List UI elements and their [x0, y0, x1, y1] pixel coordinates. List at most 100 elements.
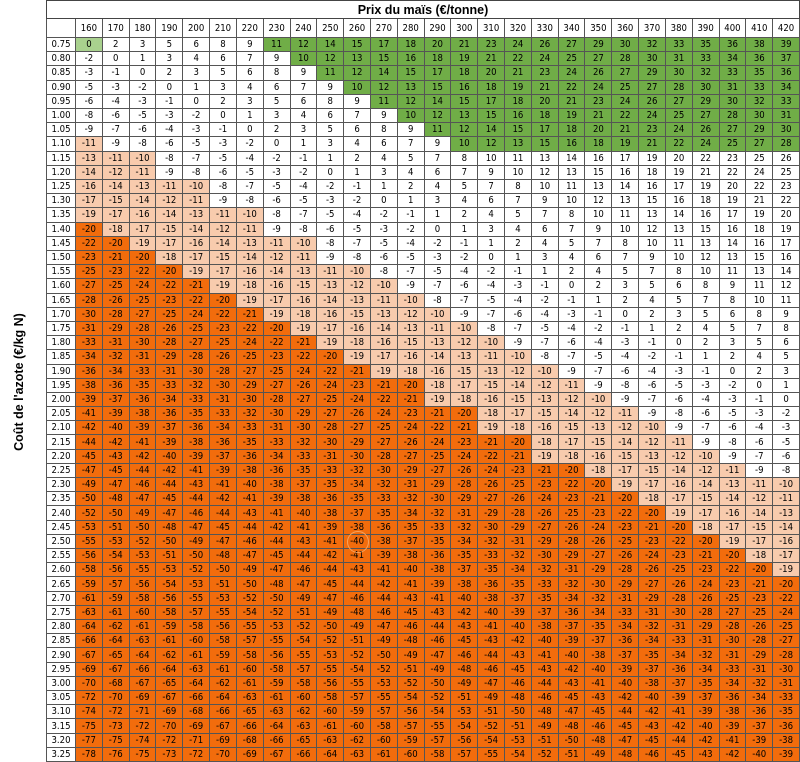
heat-cell: -20 [156, 265, 184, 280]
heat-cell: -19 [531, 449, 559, 464]
heat-cell: -44 [478, 648, 506, 663]
heat-cell: -28 [505, 506, 532, 521]
heat-cell: -25 [665, 563, 693, 578]
heat-cell: -44 [129, 463, 157, 479]
heat-cell: -51 [156, 549, 184, 564]
column-header: 240 [290, 19, 318, 38]
heat-cell: -53 [183, 577, 211, 592]
heat-cell: 1 [424, 208, 452, 223]
heat-cell: -14 [317, 293, 345, 308]
heat-cell: -9 [612, 392, 640, 408]
heat-cell: -42 [692, 733, 720, 748]
heat-cell: 16 [746, 236, 774, 251]
heat-cell: 19 [558, 108, 586, 124]
heat-cell: -25 [236, 350, 264, 365]
heat-cell: 18 [505, 94, 532, 109]
heat-cell: -8 [156, 151, 184, 166]
heat-cell: -56 [451, 733, 479, 748]
heat-cell: -7 [639, 392, 666, 408]
heat-cell: 11 [719, 265, 747, 280]
heat-cell: -36 [102, 378, 130, 393]
heat-cell: -58 [183, 620, 211, 635]
heat-cell: 27 [612, 66, 640, 81]
heat-cell: -47 [236, 549, 264, 564]
heat-cell: -38 [531, 620, 559, 635]
heat-cell: -10 [451, 321, 479, 337]
heat-cell: 19 [451, 52, 479, 67]
heat-cell: -22 [76, 236, 103, 251]
heat-cell: -1 [344, 179, 371, 195]
heat-cell: -38 [639, 676, 666, 691]
heat-cell: -36 [558, 605, 586, 621]
heat-cell: 13 [612, 194, 640, 209]
row-header: 2.10 [46, 421, 76, 436]
heat-cell: -2 [183, 108, 211, 124]
heat-cell: 6 [290, 94, 318, 109]
heat-cell: -24 [183, 307, 211, 322]
heat-cell: -60 [317, 705, 345, 720]
row-header: 2.55 [46, 549, 76, 564]
heat-cell: -26 [585, 534, 613, 550]
heat-cell: -20 [129, 250, 157, 266]
heat-cell: -6 [210, 165, 237, 180]
heat-cell: -41 [424, 591, 452, 606]
heat-cell: -41 [344, 549, 371, 564]
heat-cell: -16 [344, 321, 371, 337]
heat-cell: 18 [639, 165, 666, 180]
heat-cell: -60 [370, 733, 398, 748]
heat-cell: 9 [317, 80, 345, 95]
heat-cell: -33 [129, 364, 157, 379]
heat-cell: -23 [558, 492, 586, 507]
heat-cell: -8 [317, 236, 345, 251]
heat-cell: 28 [773, 137, 800, 152]
heat-cell: -46 [290, 563, 318, 578]
row-header: 1.35 [46, 208, 76, 223]
heat-cell: -9 [505, 336, 532, 351]
heat-cell: -37 [558, 620, 586, 635]
heat-cell: 2 [156, 66, 184, 81]
heat-cell: -41 [183, 463, 211, 479]
heat-cell: -29 [505, 520, 532, 535]
heat-cell: -17 [210, 265, 237, 280]
row-header: 1.50 [46, 250, 76, 266]
heat-cell: 2 [505, 236, 532, 251]
heat-cell: -40 [558, 648, 586, 663]
heat-cell: -31 [639, 605, 666, 621]
heat-cell: -15 [156, 222, 184, 237]
heat-cell: -21 [451, 421, 479, 436]
heat-cell: -45 [612, 719, 640, 734]
heat-cell: 33 [773, 94, 800, 109]
heat-cell: -57 [290, 662, 318, 677]
heat-cell: -57 [183, 605, 211, 621]
heat-cell: -49 [478, 691, 506, 706]
heat-cell: -42 [370, 577, 398, 592]
heat-cell: -53 [370, 676, 398, 691]
heat-cell: 6 [183, 38, 211, 53]
heat-cell: -8 [719, 435, 747, 450]
heat-cell: -27 [639, 577, 666, 592]
heat-cell: -33 [478, 549, 506, 564]
row-header: 1.90 [46, 364, 76, 379]
heat-cell: -27 [76, 279, 103, 294]
heat-cell: -23 [746, 591, 774, 606]
heat-cell: -9 [397, 279, 425, 294]
heat-cell: -31 [719, 648, 747, 663]
heat-cell: 8 [612, 236, 640, 251]
heat-cell: -14 [665, 463, 693, 479]
heat-cell: -14 [505, 378, 532, 393]
heat-cell: 3 [773, 364, 800, 379]
heat-cell: -33 [531, 577, 559, 592]
heat-cell: -50 [102, 506, 130, 521]
heat-cell: -44 [76, 435, 103, 450]
heat-cell: -35 [773, 705, 800, 720]
heat-cell: -8 [773, 463, 800, 479]
heat-cell: -48 [397, 634, 425, 649]
heat-cell: -41 [263, 506, 291, 521]
heat-cell: -31 [692, 634, 720, 649]
row-header: 2.95 [46, 662, 76, 677]
heat-cell: -66 [76, 634, 103, 649]
heat-cell: 0 [236, 123, 264, 138]
heat-cell: -12 [746, 492, 774, 507]
heat-cell: 20 [719, 179, 747, 195]
heat-cell: -5 [424, 265, 452, 280]
